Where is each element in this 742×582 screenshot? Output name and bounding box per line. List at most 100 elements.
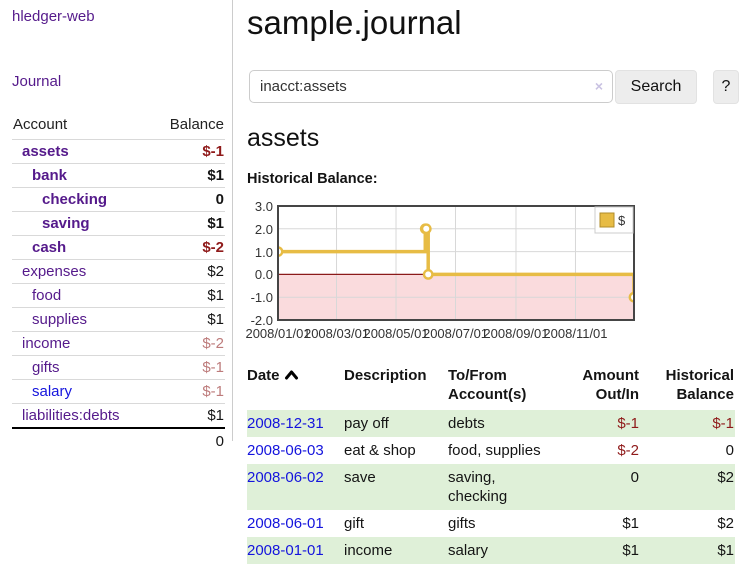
account-row: expenses $2 [12, 259, 225, 284]
transaction-date-link[interactable]: 2008-01-01 [247, 542, 324, 559]
account-row: cash $-2 [12, 235, 225, 260]
sidebar: hledger-web Journal Account Balance asse… [0, 0, 233, 453]
register-header-date[interactable]: Date [247, 362, 344, 410]
account-link[interactable]: supplies [32, 311, 88, 328]
account-link[interactable]: salary [32, 383, 73, 400]
transaction-date-link[interactable]: 2008-06-03 [247, 442, 324, 459]
x-axis-tick-label: 2008/03/01 [303, 326, 370, 341]
register-row: 2008-06-03 eat & shop food, supplies $-2 0 [247, 437, 735, 464]
accounts-table-header: Account Balance [12, 112, 225, 140]
account-row: checking 0 [12, 187, 225, 212]
y-axis-tick-label: -1.0 [250, 290, 273, 306]
y-axis-tick-label: 3.0 [254, 199, 273, 214]
account-balance: $-1 [202, 143, 224, 160]
accounts-table: Account Balance assets $-1 bank $1 checking 0… [12, 112, 225, 453]
x-axis-tick-label: 2008/11/01 [543, 326, 608, 341]
transaction-description: gift [344, 515, 365, 532]
page-title: sample.journal [247, 4, 462, 41]
account-balance: $1 [207, 215, 224, 232]
register-header-amount: Amount Out/In [582, 367, 639, 403]
transaction-accounts: salary [448, 542, 489, 559]
app-brand-link[interactable]: hledger-web [12, 8, 95, 25]
account-link[interactable]: expenses [22, 263, 87, 280]
register-header-balance: Historical Balance [665, 367, 734, 403]
account-balance: $1 [207, 407, 224, 424]
account-balance: $1 [207, 311, 224, 328]
accounts-total-row: 0 [12, 427, 225, 453]
account-link[interactable]: assets [22, 143, 69, 160]
transaction-description: save [344, 469, 376, 486]
transaction-description: pay off [344, 415, 389, 432]
account-balance: $1 [207, 287, 224, 304]
account-row: assets $-1 [12, 139, 225, 164]
sidebar-item-journal[interactable]: Journal [12, 73, 62, 90]
transaction-amount: $1 [622, 542, 639, 559]
transaction-date-link[interactable]: 2008-06-01 [247, 515, 324, 532]
historical-balance-chart: $3.0 2.0 1.0 0.0 -1.0 -2.0 2008/01/01 2008/03/0… [245, 200, 645, 350]
transaction-date-link[interactable]: 2008-06-02 [247, 469, 324, 486]
account-balance: $-1 [202, 359, 224, 376]
account-link[interactable]: bank [32, 167, 68, 184]
transaction-accounts: gifts [448, 515, 476, 532]
account-link[interactable]: liabilities:debts [22, 407, 120, 424]
register-row: 2008-01-01 income salary $1 $1 [247, 537, 735, 564]
transaction-accounts: debts [448, 415, 485, 432]
transaction-amount: 0 [630, 469, 639, 486]
account-balance: $2 [207, 263, 224, 280]
account-link[interactable]: income [22, 335, 71, 352]
account-row: salary $-1 [12, 379, 225, 404]
register-header-description: Description [344, 367, 427, 384]
x-axis-tick-label: 2008/01/01 [245, 326, 311, 341]
clear-search-icon[interactable]: × [594, 78, 603, 94]
account-row: bank $1 [12, 163, 225, 188]
transaction-balance: 0 [725, 442, 734, 459]
sort-ascending-icon [284, 370, 298, 380]
account-balance: $-2 [202, 239, 224, 256]
account-row: liabilities:debts $1 [12, 403, 225, 429]
register-row: 2008-12-31 pay off debts $-1 $-1 [247, 410, 735, 437]
account-row: income $-2 [12, 331, 225, 356]
x-axis-tick-label: 2008/09/01 [483, 326, 549, 341]
register-table: Date Description To/From Account(s) Amou… [247, 362, 735, 564]
transaction-balance: $2 [717, 469, 734, 486]
account-link[interactable]: saving [42, 215, 90, 232]
y-axis-tick-label: 0.0 [254, 267, 273, 283]
account-balance: $1 [207, 167, 224, 184]
account-link[interactable]: gifts [32, 359, 60, 376]
account-link[interactable]: food [32, 287, 62, 304]
account-row: gifts $-1 [12, 355, 225, 380]
transaction-balance: $2 [717, 515, 734, 532]
chart-canvas: $ [277, 205, 635, 321]
register-row: 2008-06-02 save saving, checking 0 $2 [247, 464, 735, 510]
search-input[interactable] [249, 70, 613, 103]
chart-title: Historical Balance: [247, 171, 378, 187]
account-link[interactable]: cash [32, 239, 67, 256]
y-axis-tick-label: 2.0 [254, 221, 273, 237]
y-axis-tick-label: 1.0 [254, 244, 273, 260]
transaction-description: income [344, 542, 393, 559]
account-link[interactable]: checking [42, 191, 108, 208]
transaction-description: eat & shop [344, 442, 416, 459]
accounts-total-value: 0 [151, 427, 225, 453]
transaction-amount: $-2 [617, 442, 639, 459]
account-balance: $-2 [202, 335, 224, 352]
chart-legend-label: $ [618, 213, 626, 228]
account-row: saving $1 [12, 211, 225, 236]
help-button[interactable]: ? [713, 70, 739, 104]
transaction-amount: $-1 [617, 415, 639, 432]
accounts-header-account: Account [13, 116, 68, 133]
transaction-accounts: food, supplies [448, 442, 541, 459]
register-row: 2008-06-01 gift gifts $1 $2 [247, 510, 735, 537]
register-account-title: assets [247, 124, 320, 152]
search-button[interactable]: Search [615, 70, 697, 104]
transaction-date-link[interactable]: 2008-12-31 [247, 415, 324, 432]
transaction-balance: $1 [717, 542, 734, 559]
account-balance: 0 [215, 191, 224, 208]
account-row: supplies $1 [12, 307, 225, 332]
transaction-amount: $1 [622, 515, 639, 532]
y-axis-tick-label: -2.0 [250, 313, 273, 328]
account-balance: $-1 [202, 383, 224, 400]
register-header-accounts: To/From Account(s) [448, 367, 527, 403]
search-form: × [249, 70, 613, 103]
account-row: food $1 [12, 283, 225, 308]
